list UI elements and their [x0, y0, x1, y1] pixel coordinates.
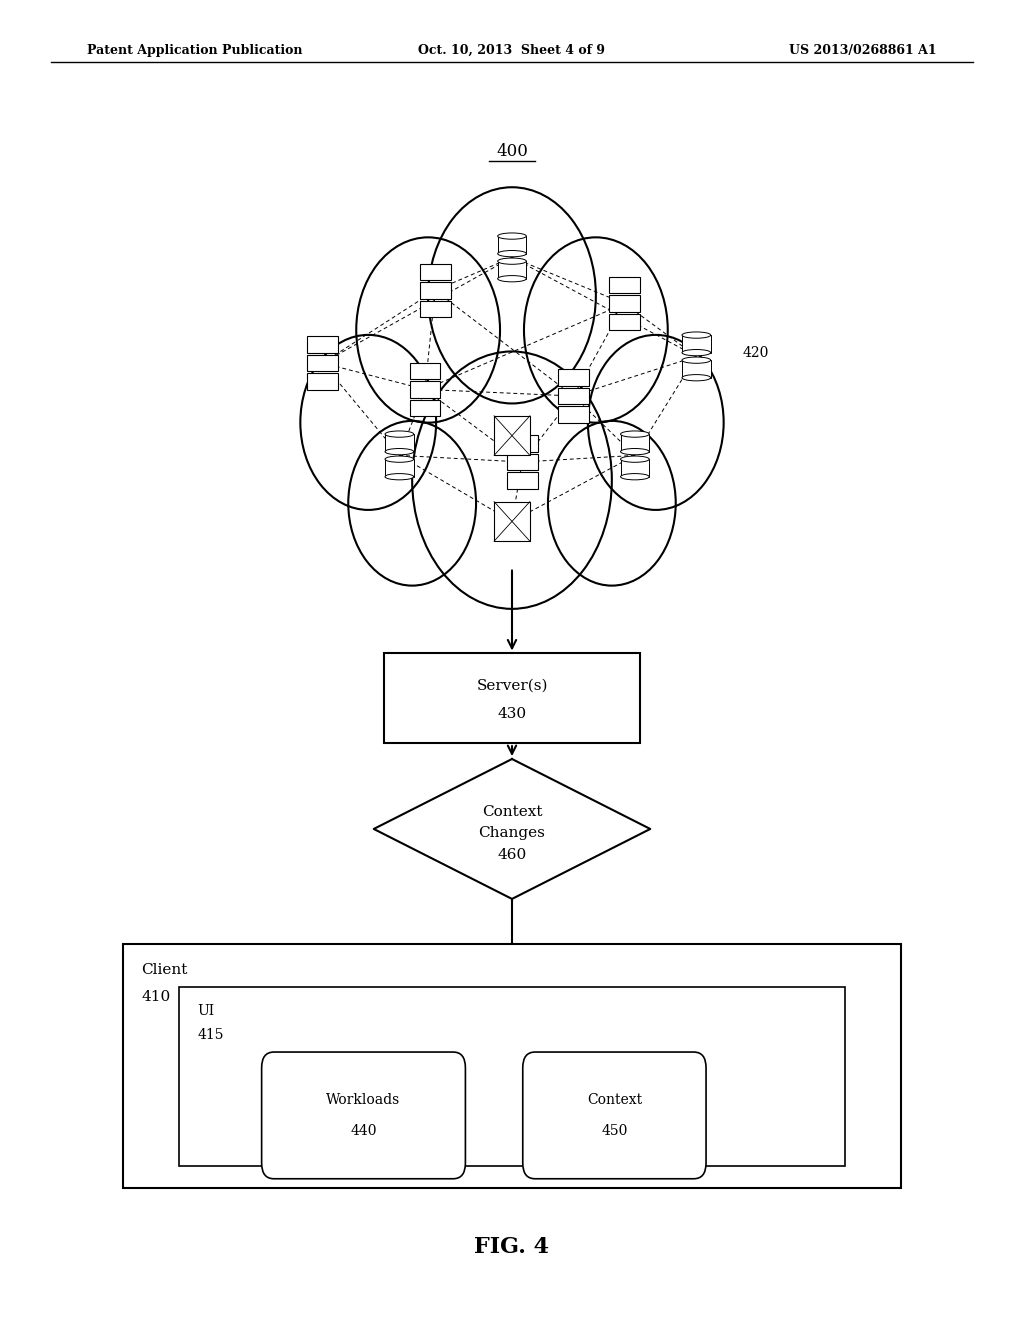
Polygon shape [374, 759, 650, 899]
FancyBboxPatch shape [609, 277, 640, 293]
Text: Oct. 10, 2013  Sheet 4 of 9: Oct. 10, 2013 Sheet 4 of 9 [419, 44, 605, 57]
Text: 400: 400 [496, 144, 528, 160]
FancyBboxPatch shape [494, 502, 530, 541]
Ellipse shape [621, 474, 649, 480]
Text: Server(s): Server(s) [476, 678, 548, 693]
Circle shape [348, 421, 476, 586]
FancyBboxPatch shape [558, 407, 589, 422]
FancyBboxPatch shape [494, 416, 530, 455]
Text: Context: Context [587, 1093, 642, 1106]
Ellipse shape [621, 449, 649, 455]
Circle shape [412, 351, 612, 609]
FancyBboxPatch shape [507, 436, 538, 451]
Text: UI: UI [198, 1005, 215, 1018]
FancyBboxPatch shape [307, 374, 338, 389]
Ellipse shape [498, 257, 526, 264]
Circle shape [428, 187, 596, 404]
FancyBboxPatch shape [420, 264, 451, 280]
Text: 430: 430 [498, 708, 526, 722]
FancyBboxPatch shape [261, 1052, 465, 1179]
Circle shape [402, 281, 622, 564]
FancyBboxPatch shape [507, 454, 538, 470]
FancyBboxPatch shape [179, 987, 845, 1166]
Ellipse shape [682, 375, 711, 381]
Ellipse shape [621, 430, 649, 437]
FancyBboxPatch shape [558, 388, 589, 404]
Circle shape [524, 238, 668, 422]
Text: 450: 450 [601, 1125, 628, 1138]
FancyBboxPatch shape [410, 363, 440, 379]
FancyBboxPatch shape [558, 370, 589, 385]
FancyBboxPatch shape [522, 1052, 707, 1179]
Ellipse shape [385, 430, 414, 437]
FancyBboxPatch shape [507, 473, 538, 488]
FancyBboxPatch shape [420, 301, 451, 317]
Ellipse shape [682, 356, 711, 363]
FancyBboxPatch shape [307, 355, 338, 371]
Text: 440: 440 [350, 1125, 377, 1138]
Text: Client: Client [141, 964, 187, 977]
Ellipse shape [682, 350, 711, 356]
Text: FIG. 4: FIG. 4 [474, 1237, 550, 1258]
Circle shape [548, 421, 676, 586]
FancyBboxPatch shape [307, 337, 338, 352]
FancyBboxPatch shape [123, 944, 901, 1188]
FancyBboxPatch shape [384, 653, 640, 743]
Ellipse shape [498, 251, 526, 257]
Text: Context: Context [481, 805, 543, 818]
Text: US 2013/0268861 A1: US 2013/0268861 A1 [790, 44, 937, 57]
FancyBboxPatch shape [621, 459, 649, 477]
Circle shape [588, 335, 724, 510]
FancyBboxPatch shape [621, 434, 649, 451]
FancyBboxPatch shape [498, 261, 526, 279]
Ellipse shape [621, 455, 649, 462]
Ellipse shape [385, 449, 414, 455]
Text: 460: 460 [498, 849, 526, 862]
Text: Changes: Changes [478, 826, 546, 840]
Text: 410: 410 [141, 990, 171, 1003]
Ellipse shape [385, 474, 414, 480]
Circle shape [300, 335, 436, 510]
Ellipse shape [498, 232, 526, 239]
Text: Patent Application Publication: Patent Application Publication [87, 44, 302, 57]
Text: Workloads: Workloads [327, 1093, 400, 1106]
FancyBboxPatch shape [420, 282, 451, 298]
FancyBboxPatch shape [385, 434, 414, 451]
Text: 420: 420 [742, 346, 769, 360]
FancyBboxPatch shape [682, 360, 711, 378]
FancyBboxPatch shape [498, 236, 526, 253]
Text: 415: 415 [198, 1028, 224, 1041]
FancyBboxPatch shape [609, 296, 640, 312]
FancyBboxPatch shape [682, 335, 711, 352]
Ellipse shape [385, 455, 414, 462]
FancyBboxPatch shape [410, 381, 440, 397]
FancyBboxPatch shape [609, 314, 640, 330]
FancyBboxPatch shape [385, 459, 414, 477]
Ellipse shape [682, 331, 711, 338]
Ellipse shape [498, 276, 526, 282]
Circle shape [356, 238, 500, 422]
FancyBboxPatch shape [410, 400, 440, 416]
